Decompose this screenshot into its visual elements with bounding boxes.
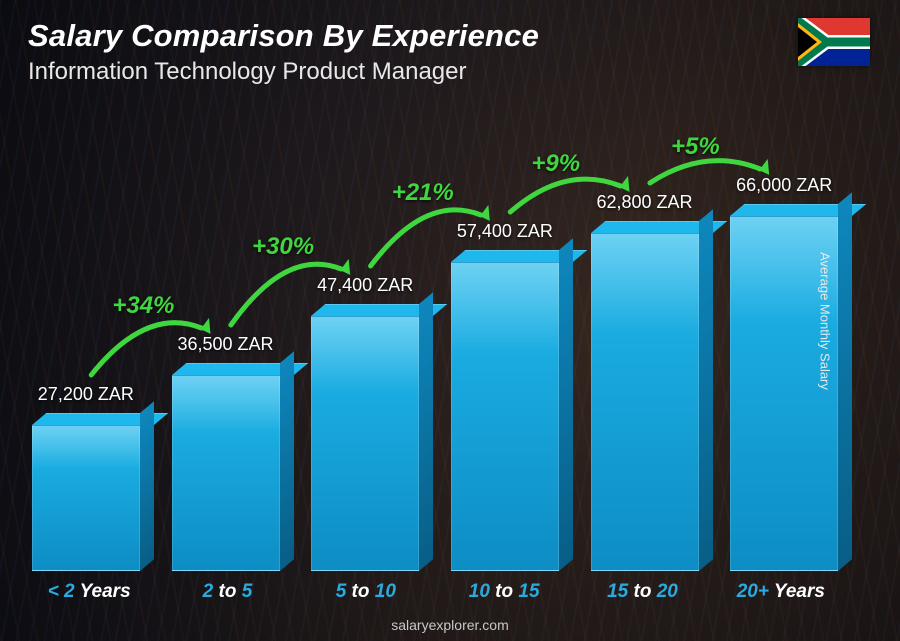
x-label: 15 to 20 <box>573 581 711 603</box>
x-label: 5 to 10 <box>297 581 435 603</box>
chart-area: 27,200 ZAR 36,500 ZAR 47,400 ZAR 57,400 … <box>20 150 850 571</box>
x-axis-labels: < 2 Years2 to 55 to 1010 to 1515 to 2020… <box>20 581 850 603</box>
chart-title: Salary Comparison By Experience <box>28 18 872 54</box>
footer-attribution: salaryexplorer.com <box>0 617 900 633</box>
percent-increase-label: +5% <box>671 133 720 161</box>
x-label: 10 to 15 <box>435 581 573 603</box>
chart-subtitle: Information Technology Product Manager <box>28 58 872 86</box>
south-africa-flag-icon <box>798 18 870 66</box>
increase-arrow-icon <box>20 150 850 571</box>
x-label: 2 to 5 <box>158 581 296 603</box>
y-axis-label: Average Monthly Salary <box>818 252 833 390</box>
x-label: < 2 Years <box>20 581 158 603</box>
infographic: Salary Comparison By Experience Informat… <box>0 0 900 641</box>
header: Salary Comparison By Experience Informat… <box>28 18 872 86</box>
x-label: 20+ Years <box>712 581 850 603</box>
